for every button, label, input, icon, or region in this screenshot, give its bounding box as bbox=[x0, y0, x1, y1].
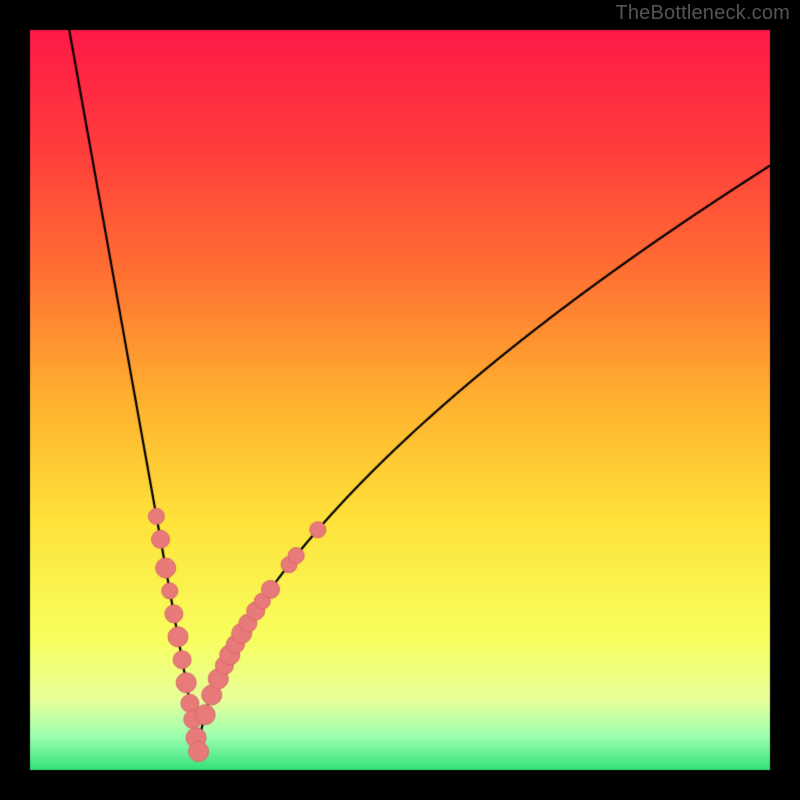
watermark-text: TheBottleneck.com bbox=[615, 2, 790, 25]
chart-canvas bbox=[0, 0, 800, 800]
chart-stage: TheBottleneck.com bbox=[0, 0, 800, 800]
